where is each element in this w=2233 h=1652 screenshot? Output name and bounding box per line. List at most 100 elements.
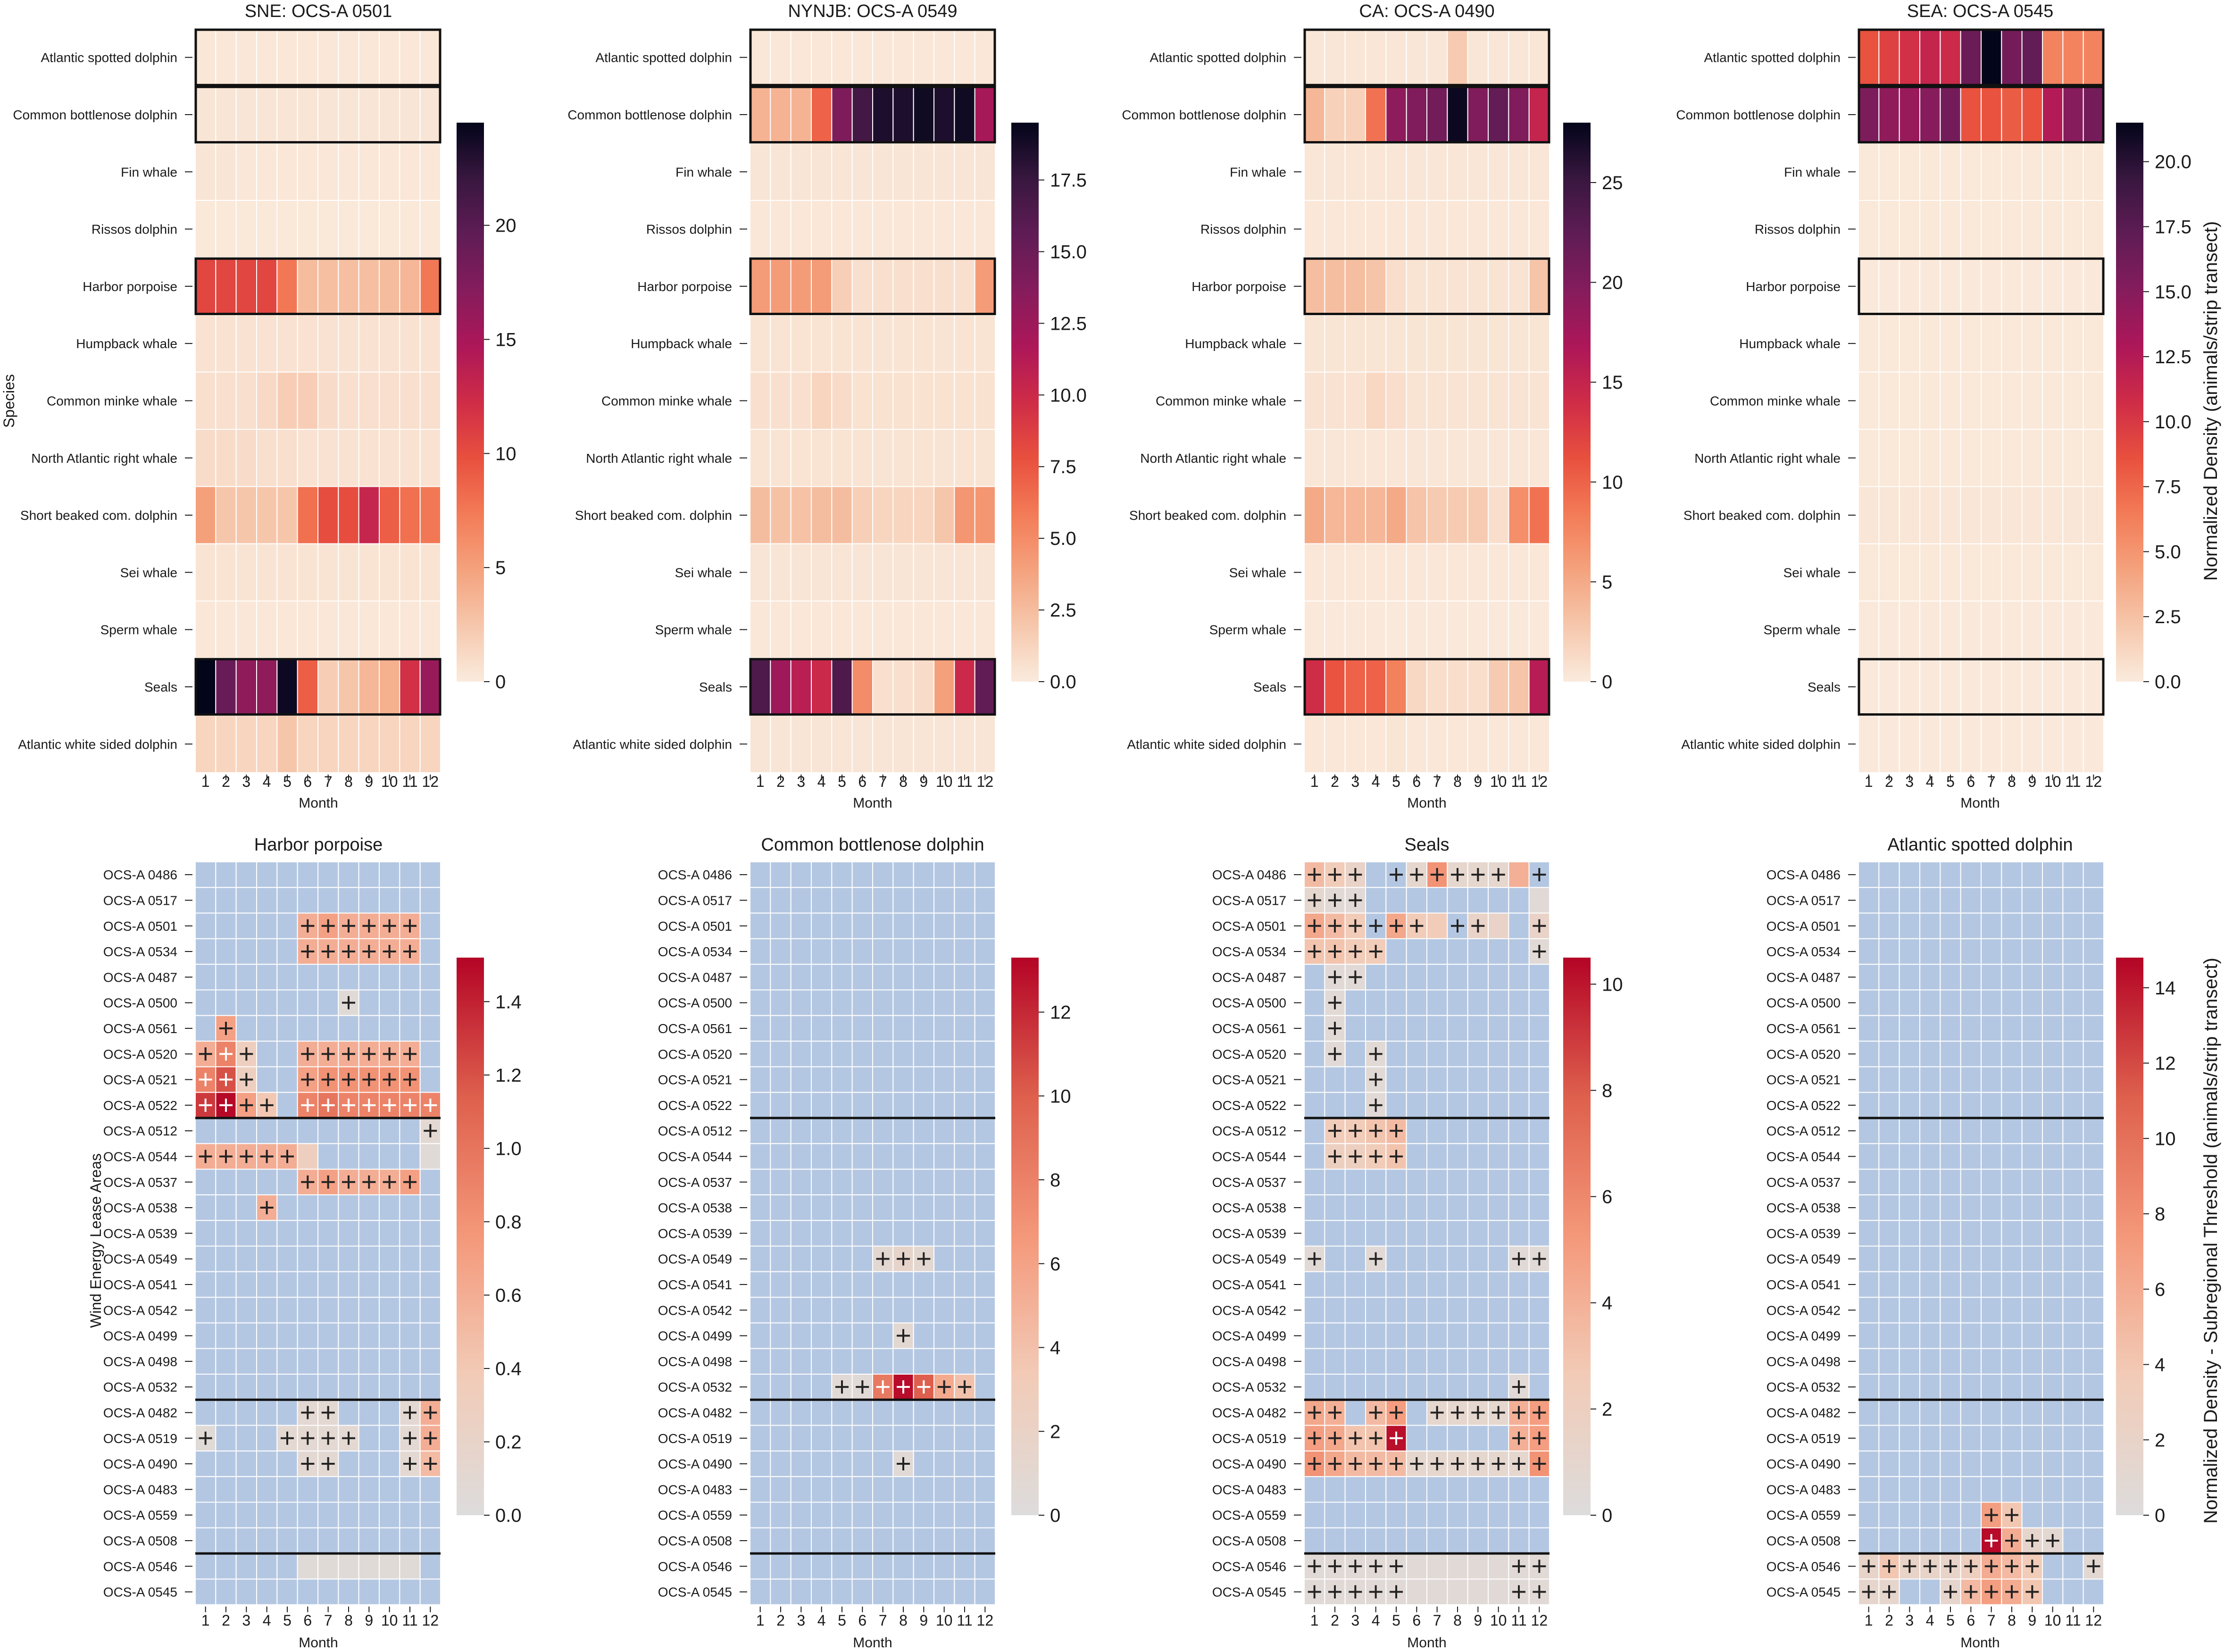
month-tick-labels: 1 2 3 4 5 6 7 8 9 10 11 12 — [1865, 773, 2102, 790]
heatmap-cell-empty — [1406, 1348, 1428, 1375]
area-label: OCS-A 0522 — [103, 1098, 177, 1113]
heatmap-cell-empty — [2062, 989, 2084, 1016]
heatmap-cell — [892, 658, 914, 716]
heatmap-cell-empty — [1919, 1578, 1941, 1605]
heatmap-cell — [954, 486, 975, 544]
heatmap-cell-empty — [2001, 1015, 2023, 1042]
heatmap-cell-empty — [256, 1015, 278, 1042]
month-tick-labels: 1 2 3 4 5 6 7 8 9 10 11 12 — [756, 1606, 993, 1629]
species-label: Common bottlenose dolphin — [13, 108, 177, 122]
heatmap-cell-empty — [1919, 1194, 1941, 1221]
heatmap-cell — [1447, 371, 1468, 430]
heatmap-cell-empty — [1426, 1168, 1448, 1195]
colorbar-tick-label: 2 — [1602, 1399, 1612, 1420]
heatmap-cell — [1899, 658, 1921, 716]
heatmap-cell-empty — [2083, 1245, 2104, 1272]
heatmap-cell — [1467, 1578, 1489, 1605]
heatmap-cell-empty — [750, 1041, 771, 1068]
heatmap-cell-empty — [235, 861, 257, 888]
heatmap-cell-empty — [750, 1578, 771, 1605]
heatmap-cell-empty — [1467, 1041, 1489, 1068]
heatmap-cell-empty — [1878, 964, 1900, 991]
heatmap-cell-empty — [851, 989, 873, 1016]
heatmap-cell-empty — [770, 1553, 792, 1580]
month-tick-label: 6 — [303, 773, 312, 790]
heatmap-cell-empty — [1919, 1245, 1941, 1272]
heatmap-cell-empty — [2042, 1502, 2064, 1528]
heatmap-cell-empty — [399, 1220, 421, 1247]
species-label: Short beaked com. dolphin — [1683, 508, 1841, 523]
heatmap-cell — [276, 200, 298, 259]
heatmap-cell-empty — [790, 1450, 812, 1477]
heatmap-cell-empty — [235, 1476, 257, 1503]
heatmap-cell — [913, 543, 934, 601]
heatmap-cell — [1304, 142, 1325, 201]
month-tick-label: 9 — [365, 773, 373, 790]
plus-marker — [2005, 1534, 2018, 1547]
highlight-box — [749, 257, 996, 316]
heatmap-cell-empty — [2042, 1553, 2064, 1580]
heatmap-cell-empty — [358, 1220, 380, 1247]
heatmap-cell-empty — [235, 1502, 257, 1528]
colorbar-gradient — [1011, 123, 1039, 682]
heatmap-cell-empty — [1878, 1194, 1900, 1221]
heatmap-cell-empty — [811, 964, 833, 991]
heatmap-cell-empty — [1858, 1399, 1880, 1426]
heatmap-cell — [358, 486, 380, 544]
heatmap-cell — [1324, 601, 1346, 659]
heatmap-cell — [1447, 85, 1468, 144]
heatmap-cell-empty — [1960, 989, 1982, 1016]
colorbar-gradient — [1563, 123, 1591, 682]
heatmap-cell-empty — [933, 1194, 955, 1221]
heatmap-cell — [831, 371, 853, 430]
heatmap-cell — [235, 658, 257, 716]
heatmap-cell — [399, 314, 421, 373]
heatmap-cell — [276, 28, 298, 87]
heatmap-cell — [1528, 314, 1550, 373]
plus-marker — [917, 1380, 931, 1394]
heatmap-cell-empty — [913, 1015, 934, 1042]
month-tick-label: 7 — [1433, 1612, 1441, 1629]
heatmap-cell-empty — [195, 1168, 217, 1195]
heatmap-cell-empty — [1899, 1220, 1921, 1247]
heatmap-cell — [933, 543, 955, 601]
heatmap-cell-empty — [235, 887, 257, 914]
area-label: OCS-A 0532 — [1212, 1380, 1286, 1394]
heatmap-cell — [1858, 429, 1880, 487]
area-label: OCS-A 0538 — [1212, 1201, 1286, 1215]
area-label: OCS-A 0537 — [1766, 1175, 1841, 1190]
heatmap-cell-empty — [954, 1399, 975, 1426]
heatmap-cell — [811, 543, 833, 601]
heatmap-cell — [974, 658, 996, 716]
heatmap-cell-empty — [790, 1168, 812, 1195]
heatmap-cell-empty — [790, 1066, 812, 1093]
heatmap-cell-empty — [1528, 964, 1550, 991]
heatmap-cell — [1858, 658, 1880, 716]
plus-marker — [917, 1252, 931, 1266]
area-label: OCS-A 0519 — [1766, 1431, 1841, 1446]
heatmap-cell — [379, 200, 400, 259]
heatmap-cell-empty — [1528, 1092, 1550, 1118]
area-label: OCS-A 0520 — [658, 1047, 732, 1061]
month-tick-label: 1 — [1310, 773, 1319, 790]
heatmap-cell-empty — [1426, 1297, 1448, 1324]
heatmap-cell — [1365, 371, 1387, 430]
plus-marker — [1903, 1560, 1916, 1573]
heatmap-cell — [338, 371, 359, 430]
colorbar-label: Normalized Density (animals/strip transe… — [2200, 221, 2221, 581]
heatmap-cell — [851, 371, 873, 430]
heatmap-cell-empty — [1960, 1399, 1982, 1426]
heatmap-cell — [2083, 257, 2104, 316]
heatmap-cell-empty — [933, 1425, 955, 1452]
heatmap-cell — [1981, 543, 2002, 601]
heatmap-cell-empty — [297, 1578, 319, 1605]
heatmap-cell-empty — [1344, 1374, 1366, 1401]
heatmap-cell-empty — [338, 1322, 359, 1349]
heatmap-cell — [1447, 257, 1468, 316]
heatmap-cell-empty — [297, 989, 319, 1016]
plus-marker — [1349, 1560, 1362, 1573]
heatmap-cell — [831, 142, 853, 201]
heatmap-cell-empty — [215, 1297, 237, 1324]
heatmap-cell-empty — [851, 1118, 873, 1144]
heatmap-cell-empty — [2001, 938, 2023, 965]
